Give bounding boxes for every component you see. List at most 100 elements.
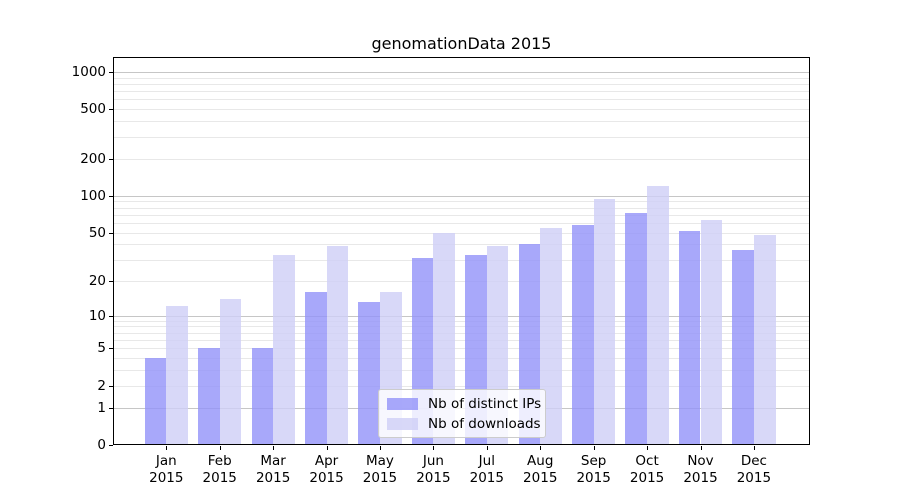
bar-distinct-ips (198, 348, 220, 445)
gridline-minor (113, 83, 810, 85)
gridline-minor (113, 244, 810, 246)
legend-label-downloads: Nb of downloads (428, 415, 541, 432)
x-tick-month: Mar (260, 453, 286, 469)
y-tick-label: 5 (97, 340, 106, 357)
x-tick-month: Jan (155, 453, 177, 469)
bar-downloads (593, 199, 616, 445)
legend-label-distinct-ips: Nb of distinct IPs (428, 395, 542, 412)
x-tick-label: Jun 2015 (401, 453, 465, 487)
y-tick-label: 100 (80, 187, 106, 204)
gridline-minor (113, 136, 810, 138)
x-tick-month: Aug (527, 453, 554, 469)
x-tick-month: Jun (422, 453, 444, 469)
x-tick-month: Dec (740, 453, 767, 469)
gridline-major (113, 315, 810, 317)
x-tick-label: Apr 2015 (295, 453, 359, 487)
bar-distinct-ips (732, 249, 754, 445)
bar-distinct-ips (572, 224, 594, 445)
y-tick-mark (109, 109, 113, 110)
bar-distinct-ips (358, 302, 380, 445)
gridline-minor (113, 339, 810, 341)
x-tick-mark (166, 446, 167, 450)
x-tick-year: 2015 (629, 470, 665, 486)
x-tick-mark (433, 446, 434, 450)
bar-downloads (326, 245, 349, 445)
x-tick-label: Nov 2015 (669, 453, 733, 487)
x-tick-year: 2015 (416, 470, 451, 486)
y-tick-mark (109, 72, 113, 73)
x-tick-mark (701, 446, 702, 450)
y-tick-label: 20 (88, 272, 106, 289)
bar-distinct-ips (144, 358, 167, 445)
x-tick-year: 2015 (469, 470, 504, 486)
gridline-minor (113, 326, 810, 328)
x-tick-year: 2015 (736, 470, 772, 486)
bar-downloads (166, 306, 188, 445)
bar-distinct-ips (304, 291, 327, 445)
x-tick-mark (647, 446, 648, 450)
legend-swatch-distinct-ips (387, 397, 418, 410)
bar-downloads (219, 298, 242, 445)
gridline-minor (113, 385, 810, 387)
y-tick-mark (109, 196, 113, 197)
bar-distinct-ips (625, 213, 648, 445)
gridline-major (113, 195, 810, 197)
gridline-minor (113, 99, 810, 101)
x-tick-month: Sep (580, 453, 607, 469)
y-tick-label: 200 (80, 150, 106, 167)
x-tick-year: 2015 (683, 470, 718, 486)
x-tick-mark (380, 446, 381, 450)
x-tick-year: 2015 (576, 470, 611, 486)
x-tick-mark (540, 446, 541, 450)
y-tick-mark (109, 408, 113, 409)
x-tick-month: May (366, 453, 394, 469)
y-tick-mark (109, 159, 113, 160)
y-tick-label: 10 (88, 307, 106, 324)
x-tick-mark (487, 446, 488, 450)
y-tick-label: 1000 (71, 63, 106, 80)
legend-entry-downloads: Nb of downloads (387, 416, 541, 432)
y-tick-label: 50 (88, 224, 106, 241)
gridline-minor (113, 77, 810, 79)
gridline-minor (113, 332, 810, 334)
gridline-minor (113, 320, 810, 322)
x-tick-label: Sep 2015 (562, 453, 626, 487)
x-tick-label: Oct 2015 (615, 453, 679, 487)
legend-entry-distinct-ips: Nb of distinct IPs (387, 396, 541, 412)
y-tick-mark (109, 348, 113, 349)
bar-downloads (753, 234, 776, 445)
y-tick-mark (109, 281, 113, 282)
gridline-minor (113, 348, 810, 350)
chart-title: genomationData 2015 (371, 34, 552, 53)
bar-downloads (273, 254, 295, 445)
x-tick-label: May 2015 (348, 453, 412, 487)
gridline-major (113, 71, 810, 73)
legend: Nb of distinct IPs Nb of downloads (378, 389, 546, 438)
bar-distinct-ips (251, 348, 274, 445)
x-tick-month: Jul (478, 453, 495, 469)
x-tick-year: 2015 (309, 470, 344, 486)
gridline-minor (113, 109, 810, 111)
bar-downloads (647, 186, 669, 445)
x-tick-mark (327, 446, 328, 450)
x-tick-label: Jul 2015 (455, 453, 519, 487)
x-tick-mark (273, 446, 274, 450)
gridline-minor (113, 121, 810, 123)
plot-area (113, 57, 810, 445)
x-tick-mark (220, 446, 221, 450)
y-tick-mark (109, 386, 113, 387)
x-tick-month: Nov (687, 453, 714, 469)
y-tick-label: 0 (97, 437, 106, 453)
x-tick-label: Jan 2015 (134, 453, 198, 487)
bar-downloads (700, 219, 723, 445)
x-tick-label: Dec 2015 (722, 453, 786, 487)
gridline-minor (113, 201, 810, 203)
gridline-minor (113, 232, 810, 234)
x-tick-month: Feb (207, 453, 232, 469)
x-tick-month: Oct (635, 453, 659, 469)
y-tick-mark (109, 316, 113, 317)
gridline-minor (113, 259, 810, 261)
gridline-minor (113, 214, 810, 216)
x-tick-mark (754, 446, 755, 450)
